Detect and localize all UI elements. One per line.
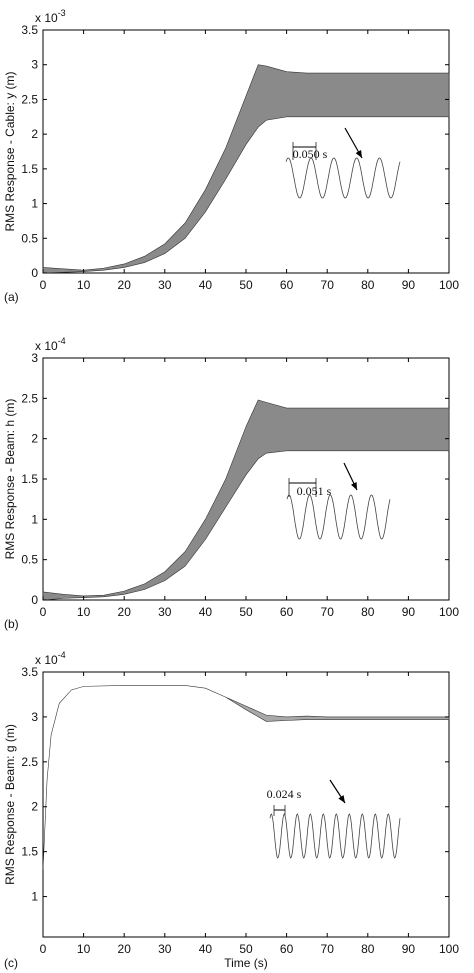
x-tick-label: 50 [239,942,253,956]
x-tick-label: 50 [239,278,253,292]
y-multiplier-exponent: -3 [58,8,66,18]
panel-label: (c) [4,956,18,970]
x-tick-label: 30 [158,278,172,292]
inset-waveform [286,494,391,540]
y-multiplier: x 10-4 [35,336,66,353]
x-tick-label: 90 [402,278,416,292]
plot-frame [42,671,450,938]
x-tick-label: 70 [321,605,335,619]
x-tick-label: 40 [199,942,213,956]
x-tick-label: 80 [361,942,375,956]
x-tick-label: 0 [40,942,47,956]
inset-waveform [269,813,401,859]
y-tick-label: 3 [31,710,38,724]
y-tick-label: 1.5 [21,162,38,176]
x-tick-label: 0 [40,278,47,292]
pointer-arrowhead [355,150,362,158]
x-tick-label: 40 [199,605,213,619]
response-band [42,64,450,274]
x-tick-label: 60 [280,942,294,956]
inset-waveform [285,157,401,199]
x-tick-label: 50 [239,605,253,619]
x-tick-label: 40 [199,278,213,292]
y-axis-label: RMS Response - Beam: g (m) [3,724,17,885]
panel-label: (a) [4,290,19,304]
y-tick-label: 3 [31,351,38,365]
response-band [42,685,450,870]
y-tick-label: 1.5 [21,472,38,486]
y-tick-label: 0 [31,266,38,280]
x-tick-label: 90 [402,942,416,956]
y-tick-label: 3.5 [21,23,38,37]
x-tick-label: 80 [361,278,375,292]
y-axis-label: RMS Response - Cable: y (m) [3,71,17,231]
x-tick-label: 60 [280,605,294,619]
y-tick-label: 3 [31,58,38,72]
x-tick-label: 20 [118,278,132,292]
x-tick-label: 20 [118,942,132,956]
x-tick-label: 0 [40,605,47,619]
y-tick-label: 2.5 [21,391,38,405]
x-tick-label: 10 [77,278,91,292]
x-tick-label: 20 [118,605,132,619]
x-tick-label: 70 [321,942,335,956]
y-multiplier: x 10-4 [35,650,66,667]
x-tick-label: 30 [158,942,172,956]
y-tick-label: 1 [31,197,38,211]
panel-label: (b) [4,617,19,631]
y-multiplier-exponent: -4 [58,650,66,660]
y-multiplier-base: x 10 [35,653,58,667]
y-tick-label: 2 [31,432,38,446]
response-band [42,399,450,601]
pointer-arrowhead [338,795,345,803]
x-tick-label: 90 [402,605,416,619]
y-tick-label: 1.5 [21,845,38,859]
x-tick-label: 70 [321,278,335,292]
x-tick-label: 60 [280,278,294,292]
x-tick-label: 100 [439,278,459,292]
x-tick-label: 10 [77,605,91,619]
y-multiplier-base: x 10 [35,11,58,25]
y-tick-label: 2 [31,127,38,141]
y-multiplier-exponent: -4 [58,336,66,346]
period-annotation: 0.024 s [267,787,302,801]
period-annotation: 0.051 s [297,484,332,498]
y-tick-label: 2.5 [21,92,38,106]
y-tick-label: 0.5 [21,553,38,567]
x-tick-label: 100 [439,605,459,619]
y-multiplier: x 10-3 [35,8,66,25]
x-tick-label: 30 [158,605,172,619]
y-tick-label: 3.5 [21,665,38,679]
y-tick-label: 1 [31,890,38,904]
x-tick-label: 80 [361,605,375,619]
y-tick-label: 2 [31,800,38,814]
y-tick-label: 0 [31,593,38,607]
x-tick-label: 10 [77,942,91,956]
plot-frame [42,29,450,274]
x-tick-label: 100 [439,942,459,956]
y-tick-label: 0.5 [21,231,38,245]
y-axis-label: RMS Response - Beam: h (m) [3,399,17,560]
y-tick-label: 2.5 [21,755,38,769]
pointer-arrowhead [350,482,357,490]
x-axis-label: Time (s) [224,956,268,970]
period-annotation: 0.050 s [293,147,328,161]
y-multiplier-base: x 10 [35,339,58,353]
plot-frame [42,357,450,601]
y-tick-label: 1 [31,512,38,526]
